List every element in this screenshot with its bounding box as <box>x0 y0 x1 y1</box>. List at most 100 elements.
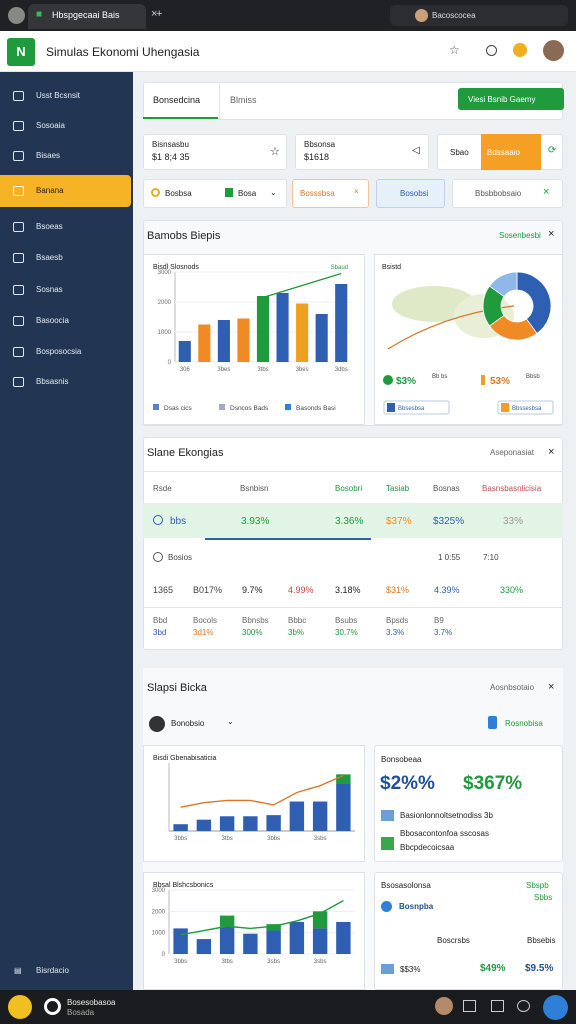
bar <box>289 801 305 831</box>
dropdown-caret: ⌄ <box>270 188 277 197</box>
tab[interactable]: Blmiss <box>230 95 257 105</box>
bar <box>196 939 212 954</box>
table-cell: Bocols <box>193 616 218 625</box>
browser-tab[interactable] <box>28 4 146 29</box>
sidebar-item[interactable]: Sosoaia <box>36 121 65 130</box>
table-cell: Bbbc <box>288 616 307 625</box>
x-tick-label: 3sbs <box>267 959 280 965</box>
app-header <box>0 31 576 72</box>
filter-label: Bosssbsa <box>300 189 335 198</box>
taskbar-icon[interactable] <box>517 1000 530 1012</box>
section-link[interactable]: Sosenbesbi <box>499 231 541 240</box>
x-tick-label: 3bes <box>217 367 230 373</box>
table-cell: 3bd <box>153 628 167 637</box>
chart-panel: Bisdi Gbenabisaticia 3bbs 3tbs 3bbs 3sbs <box>143 745 365 862</box>
chart-background <box>143 745 365 862</box>
settings-icon[interactable] <box>486 45 497 56</box>
new-tab[interactable]: + <box>156 8 163 20</box>
close-icon[interactable]: × <box>548 446 555 458</box>
sidebar-item[interactable]: Banana <box>36 186 64 195</box>
bar <box>237 318 250 362</box>
bar-segment <box>219 915 235 927</box>
table-cell: $325% <box>433 516 465 527</box>
taskbar-button[interactable] <box>543 995 568 1020</box>
sidebar-item[interactable]: Bisaes <box>36 151 61 160</box>
row-radio[interactable] <box>153 552 163 562</box>
table-cell: Bbnsbs <box>242 616 269 625</box>
sidebar-footer-icon: ▤ <box>14 966 22 975</box>
table-cell: bbs <box>170 516 187 527</box>
filter-close[interactable]: × <box>354 187 359 196</box>
badge[interactable]: Rosnobisa <box>505 719 543 728</box>
taskbar-icon[interactable] <box>491 1000 504 1012</box>
action-button[interactable] <box>458 88 564 110</box>
filter[interactable] <box>452 179 563 208</box>
row-radio[interactable] <box>153 515 163 525</box>
bookmark-icon[interactable]: ☆ <box>449 43 460 57</box>
sidebar-icon <box>13 253 24 263</box>
filter-close[interactable]: × <box>543 186 550 198</box>
sound-icon[interactable]: ◁ <box>412 145 420 156</box>
star-icon[interactable]: ☆ <box>270 146 280 158</box>
sidebar-icon <box>13 316 24 326</box>
x-tick-label: 3bbs <box>267 836 280 842</box>
filter[interactable] <box>143 179 287 208</box>
table-cell: 4.39% <box>434 585 460 595</box>
tab-close[interactable]: × <box>151 8 158 20</box>
bar-segment <box>312 911 328 929</box>
table-cell: 1365 <box>153 585 174 595</box>
bar-segment <box>336 774 351 784</box>
chart-panel: Bisdl Slosnods 0 1000 2000 3000 306 3bes 3tbs 3b… <box>143 254 365 425</box>
sidebar-item[interactable]: Sosnas <box>36 285 63 294</box>
bar <box>336 922 351 954</box>
table-cell: Bosios <box>168 553 193 562</box>
filter[interactable] <box>376 179 445 208</box>
card-icon <box>381 901 392 912</box>
sidebar-item[interactable]: Bosposocsia <box>36 347 82 356</box>
logo[interactable]: N <box>7 38 35 66</box>
table-link[interactable]: Aseponasiat <box>490 448 535 457</box>
section-title: Bamobs Biepis <box>147 230 221 242</box>
close-icon[interactable]: × <box>548 681 555 693</box>
section-link[interactable]: Aosnbsotaio <box>490 683 535 692</box>
chart-button[interactable] <box>383 400 450 415</box>
stat-label: Bbsb <box>526 374 540 380</box>
filter-label: Bbsbbobsaio <box>475 189 522 198</box>
sidebar-item[interactable]: Basoocia <box>36 316 69 325</box>
column-header: Tasiab <box>386 484 410 493</box>
sidebar-item[interactable]: Bsoeas <box>36 222 63 231</box>
bar <box>266 930 281 954</box>
x-tick-label: 3tbs <box>257 367 268 373</box>
filter-label: Bosobsi <box>400 189 429 198</box>
sidebar-footer[interactable]: Bisrdacio <box>36 966 69 975</box>
table-cell: 4.99% <box>288 585 314 595</box>
chart-button[interactable] <box>497 400 554 415</box>
address-bar[interactable] <box>390 5 568 26</box>
card-label: Bonsobeaa <box>381 755 422 764</box>
taskbar-avatar[interactable] <box>435 997 453 1015</box>
chart-panel: Bsistd $3% Bb bs 53% Bbsb Bbsesbsa Bbssesbsa <box>374 254 563 425</box>
card-line: Basionlonnoltsetnodiss 3b <box>400 811 493 820</box>
card-line: Bbosacontonfoa sscosas <box>400 829 489 838</box>
dropdown[interactable]: Bonobsio <box>171 719 205 728</box>
notification-icon[interactable] <box>513 43 527 57</box>
filter[interactable] <box>292 179 369 208</box>
legend-swatch <box>285 404 291 410</box>
user-avatar[interactable] <box>543 40 564 61</box>
sidebar-item[interactable]: Bsaesb <box>36 253 63 262</box>
row-icon <box>381 964 394 974</box>
taskbar-app[interactable] <box>8 995 32 1019</box>
stat-card <box>143 134 287 170</box>
card-tag-value: Sbbs <box>534 893 553 902</box>
filter-icon <box>151 188 160 197</box>
sidebar-item[interactable]: Bbsasnis <box>36 377 69 386</box>
arrow-icon[interactable]: ⟳ <box>548 145 557 156</box>
taskbar-logo[interactable] <box>44 998 61 1015</box>
close-icon[interactable]: × <box>548 228 555 240</box>
tab[interactable]: Bonsedcina <box>153 95 201 105</box>
stat-value: $1618 <box>304 152 330 162</box>
sidebar-item[interactable]: Usst Bcsnsit <box>36 91 81 100</box>
table-cell: 3d1% <box>193 628 214 637</box>
x-tick-label: 3sbs <box>314 836 327 842</box>
taskbar-icon[interactable] <box>463 1000 476 1012</box>
